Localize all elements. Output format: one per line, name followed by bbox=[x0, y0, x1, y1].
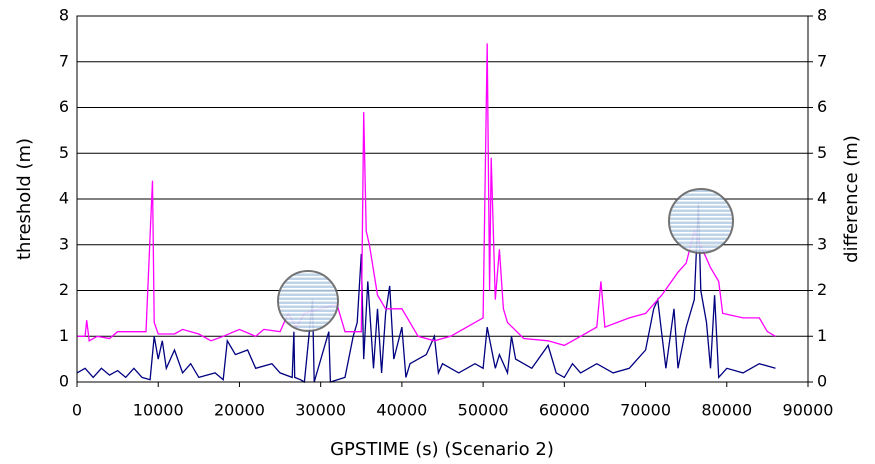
x-tick-label: 20000 bbox=[214, 401, 265, 420]
y-tick-label: 3 bbox=[59, 234, 69, 253]
y-tick-label: 8 bbox=[59, 6, 69, 25]
y2-tick-label: 6 bbox=[817, 97, 827, 116]
x-tick-label: 70000 bbox=[620, 401, 671, 420]
y-tick-label: 7 bbox=[59, 51, 69, 70]
x-tick-label: 40000 bbox=[376, 401, 427, 420]
highlight-circle bbox=[668, 188, 734, 254]
x-tick-label: 60000 bbox=[539, 401, 590, 420]
y2-tick-label: 7 bbox=[817, 51, 827, 70]
x-tick-label: 30000 bbox=[295, 401, 346, 420]
y2-tick-label: 5 bbox=[817, 143, 827, 162]
x-tick-label: 10000 bbox=[133, 401, 184, 420]
y-tick-label: 6 bbox=[59, 97, 69, 116]
y2-tick-label: 0 bbox=[817, 372, 827, 391]
x-tick-label: 50000 bbox=[458, 401, 509, 420]
y-tick-label: 2 bbox=[59, 280, 69, 299]
y-tick-label: 0 bbox=[59, 372, 69, 391]
y-tick-label: 4 bbox=[59, 189, 69, 208]
y-axis-label: threshold (m) bbox=[14, 138, 35, 260]
series-line bbox=[77, 43, 776, 347]
y2-axis-label: difference (m) bbox=[841, 135, 862, 263]
y-tick-label: 5 bbox=[59, 143, 69, 162]
y2-tick-label: 2 bbox=[817, 280, 827, 299]
y2-tick-label: 8 bbox=[817, 6, 827, 25]
highlight-circle bbox=[277, 270, 339, 332]
lines bbox=[76, 43, 776, 384]
x-axis-label: GPSTIME (s) (Scenario 2) bbox=[330, 439, 554, 460]
y-tick-label: 1 bbox=[59, 326, 69, 345]
x-tick-label: 90000 bbox=[783, 401, 834, 420]
y2-tick-label: 3 bbox=[817, 234, 827, 253]
y2-tick-label: 4 bbox=[817, 189, 827, 208]
x-tick-label: 0 bbox=[72, 401, 82, 420]
y2-tick-label: 1 bbox=[817, 326, 827, 345]
series-line bbox=[76, 203, 776, 384]
x-tick-label: 80000 bbox=[701, 401, 752, 420]
